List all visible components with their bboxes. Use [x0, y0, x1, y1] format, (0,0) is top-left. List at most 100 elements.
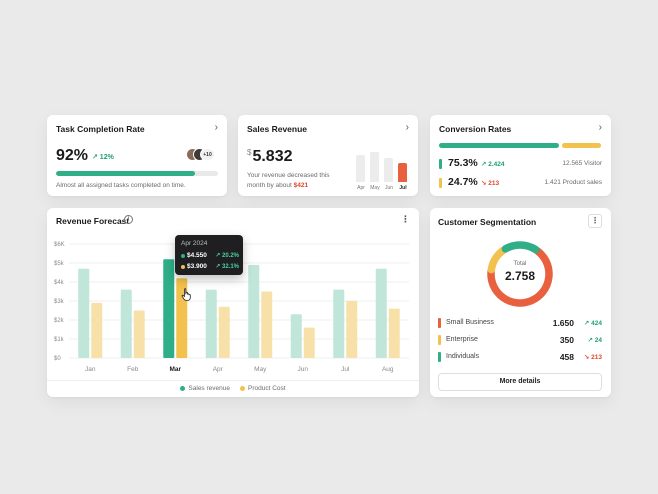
- segment-row: Small Business 1.650 ↗ 424: [438, 318, 602, 328]
- mini-chart-label: May: [370, 185, 380, 191]
- segment-value: 350: [559, 335, 574, 345]
- segment-name: Enterprise: [446, 336, 478, 343]
- sales-revenue-card: Sales Revenue › $5.832 Your revenue decr…: [238, 115, 418, 196]
- sales-revenue-bar[interactable]: [333, 289, 345, 358]
- task-chevron-icon[interactable]: ›: [214, 122, 218, 133]
- sales-revenue-bar[interactable]: [78, 268, 90, 358]
- legend-label: Product Cost: [247, 385, 286, 392]
- y-tick-label: $2k: [54, 318, 65, 324]
- x-tick-label: Apr: [213, 366, 224, 373]
- y-tick-label: $5k: [54, 261, 65, 267]
- conversion-percent: 24.7%: [448, 176, 478, 188]
- segmentation-title: Customer Segmentation: [438, 217, 537, 227]
- segment-trend: ↗ 24: [587, 337, 602, 344]
- sales-mini-chart: Apr May Jun Jul: [354, 151, 412, 191]
- conversion-desc: 12.565 Visitor: [562, 160, 602, 167]
- mini-chart-bar: [356, 155, 365, 182]
- more-options-button[interactable]: ⋮: [588, 214, 602, 228]
- mini-chart-label: Jul: [399, 185, 407, 191]
- conversion-row: 75.3% ↗ 2.424 12.565 Visitor: [439, 157, 602, 170]
- legend-dot: [180, 386, 186, 391]
- forecast-title: Revenue Forecast: [56, 216, 130, 226]
- segment-value: 458: [559, 352, 574, 362]
- product-cost-bar[interactable]: [303, 327, 315, 358]
- y-tick-label: $6K: [54, 242, 65, 248]
- sales-revenue-bar[interactable]: [163, 259, 175, 358]
- sales-revenue-bar[interactable]: [375, 268, 387, 358]
- task-title: Task Completion Rate: [56, 124, 145, 134]
- y-tick-label: $4k: [54, 280, 65, 286]
- legend-divider: [47, 380, 419, 381]
- conversion-split-bar: [439, 143, 601, 148]
- tooltip-value: $3.900: [187, 263, 207, 270]
- product-cost-bar[interactable]: [218, 306, 230, 358]
- sales-value: 5.832: [252, 148, 293, 165]
- revenue-forecast-chart: $0 $1k $2k $3k $4k $5k $6K Jan Feb Mar Apr May Jun Ju…: [54, 242, 409, 373]
- conversion-chevron-icon[interactable]: ›: [598, 122, 602, 133]
- conversion-title: Conversion Rates: [439, 124, 512, 134]
- conversion-rates-card: Conversion Rates › 75.3% ↗ 2.424 12.565 …: [430, 115, 611, 196]
- donut-segment[interactable]: [487, 247, 553, 307]
- sales-note-text: Your revenue decreased this month by abo…: [247, 172, 330, 189]
- legend-dot: [239, 386, 245, 391]
- more-options-icon[interactable]: ⋮: [401, 214, 410, 224]
- currency-symbol: $: [247, 148, 252, 157]
- segmentation-donut-chart: [487, 241, 553, 307]
- avatar-group[interactable]: +10: [186, 148, 222, 161]
- tooltip-title: Apr 2024: [181, 240, 208, 247]
- sales-title: Sales Revenue: [247, 124, 308, 134]
- tooltip-value: $4.550: [187, 252, 207, 259]
- sales-revenue-bar[interactable]: [290, 314, 302, 358]
- y-tick-label: $3k: [54, 299, 65, 305]
- legend-label: Sales revenue: [188, 385, 230, 392]
- tooltip-change: ↗ 32.1%: [215, 264, 239, 270]
- product-cost-bar[interactable]: [133, 310, 145, 359]
- conversion-percent: 75.3%: [448, 157, 478, 169]
- info-icon[interactable]: i: [124, 215, 133, 224]
- segment-row: Enterprise 350 ↗ 24: [438, 335, 602, 345]
- task-trend: ↗ 12%: [92, 154, 114, 161]
- legend-item[interactable]: Sales revenue: [180, 385, 230, 392]
- chart-tooltip: Apr 2024 $4.550 ↗ 20.2% $3.900 ↗ 32.1%: [175, 235, 243, 275]
- y-tick-label: $0: [54, 356, 61, 362]
- mini-chart-bar: [384, 158, 393, 182]
- segment-indicator: [438, 352, 441, 362]
- segment-indicator: [438, 318, 441, 328]
- x-tick-label: Feb: [127, 366, 139, 373]
- tooltip-dot: [181, 265, 185, 269]
- x-tick-label: May: [254, 366, 267, 373]
- hand-cursor-icon: [181, 288, 191, 301]
- donut-segment[interactable]: [501, 241, 540, 254]
- product-cost-bar[interactable]: [388, 308, 400, 358]
- segment-name: Individuals: [446, 353, 480, 360]
- mini-chart-label: Jun: [384, 185, 394, 191]
- legend-item[interactable]: Product Cost: [239, 385, 286, 392]
- conversion-indicator: [439, 159, 442, 169]
- chart-legend: Sales revenue Product Cost: [47, 385, 419, 392]
- mini-chart-bar: [370, 152, 379, 182]
- task-progress-fill: [56, 171, 196, 176]
- segment-trend: ↘ 213: [583, 354, 602, 361]
- more-details-button[interactable]: More details: [438, 373, 602, 391]
- sales-note-value: $421: [293, 181, 309, 189]
- sales-chevron-icon[interactable]: ›: [405, 122, 409, 133]
- x-tick-label: Mar: [169, 366, 181, 373]
- sales-revenue-bar[interactable]: [248, 264, 260, 358]
- conversion-trend: ↗ 2.424: [481, 161, 505, 168]
- x-tick-label: Jan: [85, 366, 96, 373]
- sales-note: Your revenue decreased this month by abo…: [247, 171, 343, 190]
- conversion-split-segment: [439, 143, 559, 148]
- tooltip-row: $4.550 ↗ 20.2%: [181, 252, 239, 261]
- conversion-row: 24.7% ↘ 213 1.421 Product sales: [439, 176, 602, 189]
- segment-indicator: [438, 335, 441, 345]
- product-cost-bar[interactable]: [91, 302, 103, 358]
- conversion-split-segment: [561, 143, 601, 148]
- sales-revenue-bar[interactable]: [120, 289, 132, 358]
- mini-chart-label: Apr: [357, 185, 365, 191]
- product-cost-bar[interactable]: [261, 291, 273, 359]
- product-cost-bar[interactable]: [346, 301, 358, 358]
- y-tick-label: $1k: [54, 337, 65, 343]
- sales-amount: $5.832: [247, 148, 293, 166]
- sales-revenue-bar[interactable]: [205, 289, 217, 358]
- revenue-forecast-card: $0 $1k $2k $3k $4k $5k $6K Jan Feb Mar Apr May Jun Ju…: [47, 208, 419, 397]
